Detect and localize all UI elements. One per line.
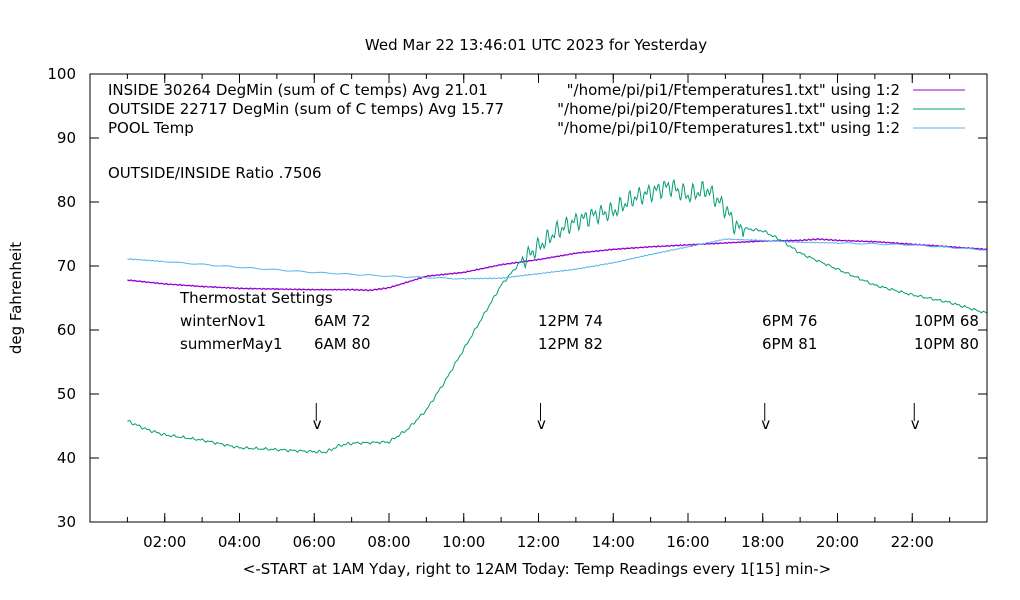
legend-name: INSIDE 30264 DegMin (sum of C temps) Avg… xyxy=(108,81,488,99)
thermostat-value: 12PM 82 xyxy=(538,335,603,353)
ratio-annotation: OUTSIDE/INSIDE Ratio .7506 xyxy=(108,164,322,182)
thermostat-value: 6AM 72 xyxy=(314,312,371,330)
thermostat-value: 10PM 68 xyxy=(914,312,979,330)
legend-name: POOL Temp xyxy=(108,119,194,137)
chart-title: Wed Mar 22 13:46:01 UTC 2023 for Yesterd… xyxy=(365,36,707,54)
y-tick-label: 40 xyxy=(57,449,76,467)
series-line-2 xyxy=(127,178,988,454)
thermostat-value: 12PM 74 xyxy=(538,312,603,330)
thermostat-value: 6AM 80 xyxy=(314,335,371,353)
y-axis-label: deg Fahrenheit xyxy=(7,242,25,354)
x-tick-label: 22:00 xyxy=(891,533,934,551)
setpoint-arrow-head: v xyxy=(537,415,546,433)
x-axis-label: <-START at 1AM Yday, right to 12AM Today… xyxy=(243,560,831,578)
legend-name: OUTSIDE 22717 DegMin (sum of C temps) Av… xyxy=(108,100,504,118)
y-tick-label: 90 xyxy=(57,129,76,147)
x-tick-label: 18:00 xyxy=(741,533,784,551)
x-tick-label: 04:00 xyxy=(218,533,261,551)
y-tick-label: 30 xyxy=(57,513,76,531)
x-tick-label: 20:00 xyxy=(816,533,859,551)
y-tick-label: 100 xyxy=(47,65,76,83)
x-tick-label: 06:00 xyxy=(293,533,336,551)
y-tick-label: 50 xyxy=(57,385,76,403)
legend-source: "/home/pi/pi1/Ftemperatures1.txt" using … xyxy=(567,81,900,99)
series-line-1 xyxy=(127,238,988,292)
y-tick-label: 60 xyxy=(57,321,76,339)
x-tick-label: 14:00 xyxy=(592,533,635,551)
thermostat-value: 6PM 76 xyxy=(762,312,817,330)
legend-source: "/home/pi/pi20/Ftemperatures1.txt" using… xyxy=(557,100,900,118)
setpoint-arrow-head: v xyxy=(761,415,770,433)
x-tick-label: 16:00 xyxy=(666,533,709,551)
thermostat-row-label: summerMay1 xyxy=(180,335,283,353)
x-tick-label: 08:00 xyxy=(367,533,410,551)
x-tick-label: 02:00 xyxy=(143,533,186,551)
thermostat-title: Thermostat Settings xyxy=(179,289,333,307)
thermostat-row-label: winterNov1 xyxy=(180,312,266,330)
setpoint-arrow-head: v xyxy=(911,415,920,433)
x-tick-label: 10:00 xyxy=(442,533,485,551)
legend-source: "/home/pi/pi10/Ftemperatures1.txt" using… xyxy=(557,119,900,137)
series-line-3 xyxy=(127,238,987,280)
setpoint-arrow-head: v xyxy=(313,415,322,433)
thermostat-value: 6PM 81 xyxy=(762,335,817,353)
x-tick-label: 12:00 xyxy=(517,533,560,551)
plot-border xyxy=(89,73,988,523)
thermostat-value: 10PM 80 xyxy=(914,335,979,353)
y-tick-label: 80 xyxy=(57,193,76,211)
y-tick-label: 70 xyxy=(57,257,76,275)
